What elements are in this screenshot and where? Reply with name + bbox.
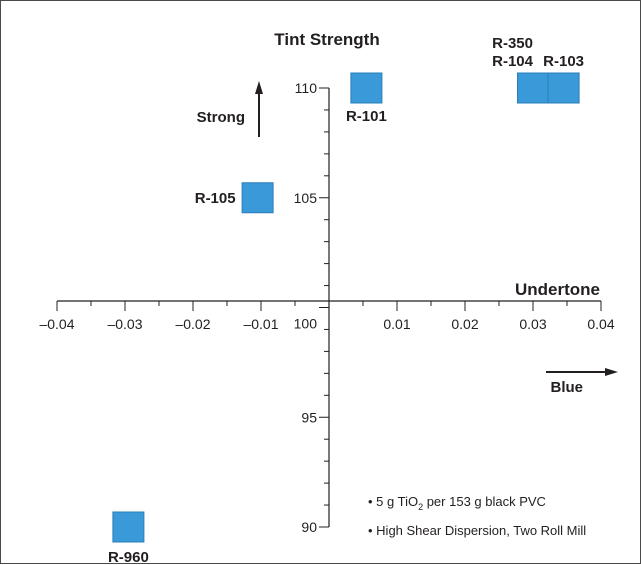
y-tick-label: 95 [301,409,317,425]
x-tick-label: –0.01 [243,316,278,332]
note-dispersion: • High Shear Dispersion, Two Roll Mill [368,523,586,538]
x-tick-label: –0.02 [175,316,210,332]
x-tick-label: –0.03 [107,316,142,332]
y-tick-label: 90 [301,519,317,535]
strong-direction-label: Strong [197,109,245,126]
data-point [517,72,549,104]
note-tio2-subscript: 2 [418,502,423,512]
note-tio2: • 5 g TiO2 per 153 g black PVC [368,494,546,512]
data-point-label: R-350 [492,35,533,52]
x-tick-label: 0.03 [519,316,546,332]
data-point-label: R-105 [195,190,236,207]
y-tick-label: 100 [294,316,318,332]
strong-arrow-head [255,81,263,94]
blue-arrow-head [605,368,618,376]
x-tick-label: 0.02 [451,316,478,332]
y-tick-label: 110 [295,80,318,96]
data-point-label: R-104 [492,53,534,70]
data-points [112,72,580,543]
data-point [547,72,580,104]
data-point-label: R-101 [346,108,387,125]
axis-labels: –0.04 –0.03 –0.02 –0.01 0.01 0.02 0.03 0.04 90 95… [39,35,614,565]
blue-direction-label: Blue [550,379,583,396]
data-point-label: R-103 [543,53,584,70]
data-point [241,182,274,214]
axis-ticks [56,87,602,528]
data-point [350,72,383,104]
data-point [112,511,145,543]
y-tick-label: 105 [294,190,318,206]
data-point-label: R-960 [108,549,149,565]
x-axis-title: Undertone [515,280,600,299]
y-axis-title: Tint Strength [274,30,379,49]
x-tick-label: –0.04 [39,316,74,332]
x-tick-label: 0.04 [587,316,614,332]
note-tio2-suffix: per 153 g black PVC [423,494,546,509]
note-tio2-prefix: • 5 g TiO [368,494,418,509]
x-tick-label: 0.01 [383,316,410,332]
